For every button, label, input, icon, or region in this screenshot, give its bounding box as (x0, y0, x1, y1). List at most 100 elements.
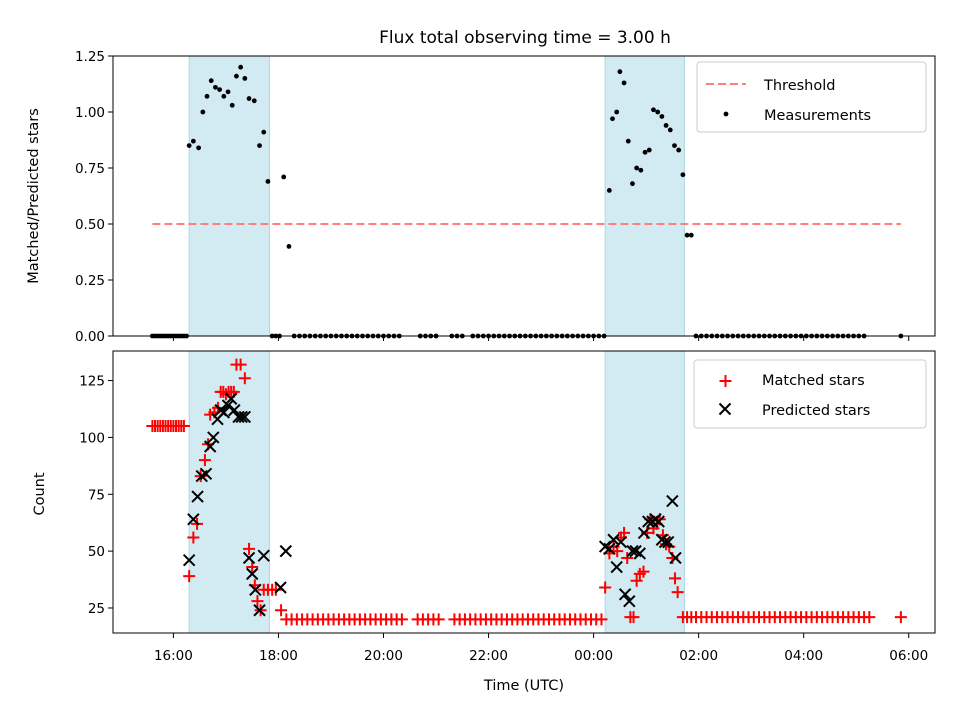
predicted-legend-swatch (718, 402, 732, 416)
ratio-y-tick-label: 1.00 (75, 105, 105, 121)
measurement-point (281, 174, 287, 180)
matched-star-point (611, 545, 624, 558)
predicted-star-point (661, 535, 675, 549)
count-x-ticks: 16:00 18:00 20:00 22:00 00:00 02:00 04:00 06:00 (154, 633, 928, 664)
ratio-shaded-window-2 (604, 55, 685, 337)
predicted-star-point (235, 410, 248, 424)
predicted-star-point (274, 581, 287, 594)
count-y-tick-label: 125 (79, 374, 105, 390)
matched-star-point (630, 574, 643, 587)
measurement-point (242, 76, 248, 81)
matched-star-point (234, 358, 247, 371)
measurement-point (614, 109, 620, 115)
ratio-y-tick-label: 1.25 (75, 49, 105, 65)
matched-star-point (618, 526, 631, 539)
chart-title: Flux total observing time = 3.00 h (379, 28, 671, 48)
count-shaded-window-2 (604, 350, 685, 634)
ratio-x-ticks (172, 336, 910, 341)
measurement-point (617, 69, 623, 75)
measurement-point (246, 96, 252, 101)
measurement-point (265, 179, 271, 184)
predicted-star-point (614, 535, 628, 549)
measurements-legend-swatch (723, 111, 729, 117)
measurement-point (659, 114, 665, 119)
predicted-star-point (203, 440, 217, 453)
predicted-star-point (249, 583, 262, 596)
measurement-point (688, 232, 694, 238)
measurement-point (261, 129, 267, 135)
ratio-axes-frame (112, 55, 936, 337)
matched-star-point (432, 613, 445, 626)
matched-star-point (894, 611, 907, 624)
predicted-star-point (199, 467, 213, 481)
predicted-star-point (669, 551, 682, 565)
measurement-point (606, 188, 612, 193)
predicted-star-point (224, 392, 238, 405)
measurement-point (286, 244, 292, 249)
measurement-point (238, 64, 244, 70)
predicted-star-point (221, 399, 235, 412)
count-legend-box (693, 359, 927, 429)
measurement-point (651, 107, 656, 113)
measurement-point (196, 145, 202, 151)
measurement-point (621, 80, 627, 86)
count-y-tick-label: 75 (88, 487, 105, 503)
ratio-panel: 0.00 0.25 0.50 0.75 1.00 1.25 Matched/Predict… (26, 49, 936, 345)
ratio-legend: Threshold Measurements (696, 61, 927, 133)
measurement-point (221, 93, 227, 99)
ratio-y-tick-label: 0.75 (75, 161, 105, 177)
count-legend: Matched stars Predicted stars (693, 359, 927, 429)
measurements-legend-label: Measurements (764, 108, 871, 124)
x-axis-label: Time (UTC) (483, 678, 564, 694)
predicted-star-point (191, 490, 204, 503)
predicted-star-point (245, 567, 259, 581)
matched-star-point (595, 613, 608, 626)
measurement-point (257, 143, 262, 149)
count-y-axis-label: Count (32, 472, 48, 515)
measurement-point (672, 143, 677, 149)
x-tick-label: 06:00 (889, 648, 928, 664)
measurement-point (680, 172, 686, 178)
measurement-point (684, 232, 690, 238)
measurement-point (667, 127, 673, 133)
matched-star-point (637, 565, 650, 578)
measurement-point (610, 116, 615, 122)
measurement-point (217, 87, 223, 92)
matched-star-point (238, 372, 251, 385)
predicted-star-point (642, 515, 655, 528)
matched-legend-swatch (719, 375, 732, 387)
measurement-point (186, 143, 192, 149)
measurement-point (225, 89, 231, 95)
predicted-star-point (637, 526, 651, 540)
predicted-star-point (257, 549, 270, 562)
matched-star-point (863, 611, 876, 624)
measurement-point (190, 138, 196, 144)
matched-star-point (669, 572, 682, 585)
matched-star-point (627, 611, 640, 624)
predicted-star-point (633, 547, 647, 560)
matched-star-point (621, 551, 634, 564)
predicted-star-point (623, 594, 636, 608)
x-tick-label: 22:00 (469, 648, 508, 664)
ratio-y-axis-label: Matched/Predicted stars (26, 108, 42, 284)
measurement-point (638, 167, 644, 173)
matched-star-point (251, 595, 264, 608)
measurement-point (655, 109, 661, 115)
predicted-star-point (626, 544, 639, 558)
x-tick-label: 02:00 (679, 648, 718, 664)
ratio-y-tick-label: 0.50 (75, 217, 105, 233)
threshold-legend-label: Threshold (763, 78, 835, 94)
predicted-star-point (279, 544, 293, 558)
measurement-point (229, 102, 235, 108)
predicted-stars-points (182, 392, 682, 617)
matched-star-point (243, 542, 256, 555)
measurement-point (204, 93, 210, 99)
predicted-star-point (652, 515, 665, 528)
count-y-tick-label: 25 (88, 601, 105, 617)
x-tick-label: 00:00 (574, 648, 613, 664)
predicted-legend-label: Predicted stars (762, 403, 870, 419)
matched-star-point (183, 570, 196, 583)
matched-legend-label: Matched stars (762, 373, 865, 389)
predicted-star-point (666, 494, 679, 508)
matched-stars-points (146, 358, 907, 626)
